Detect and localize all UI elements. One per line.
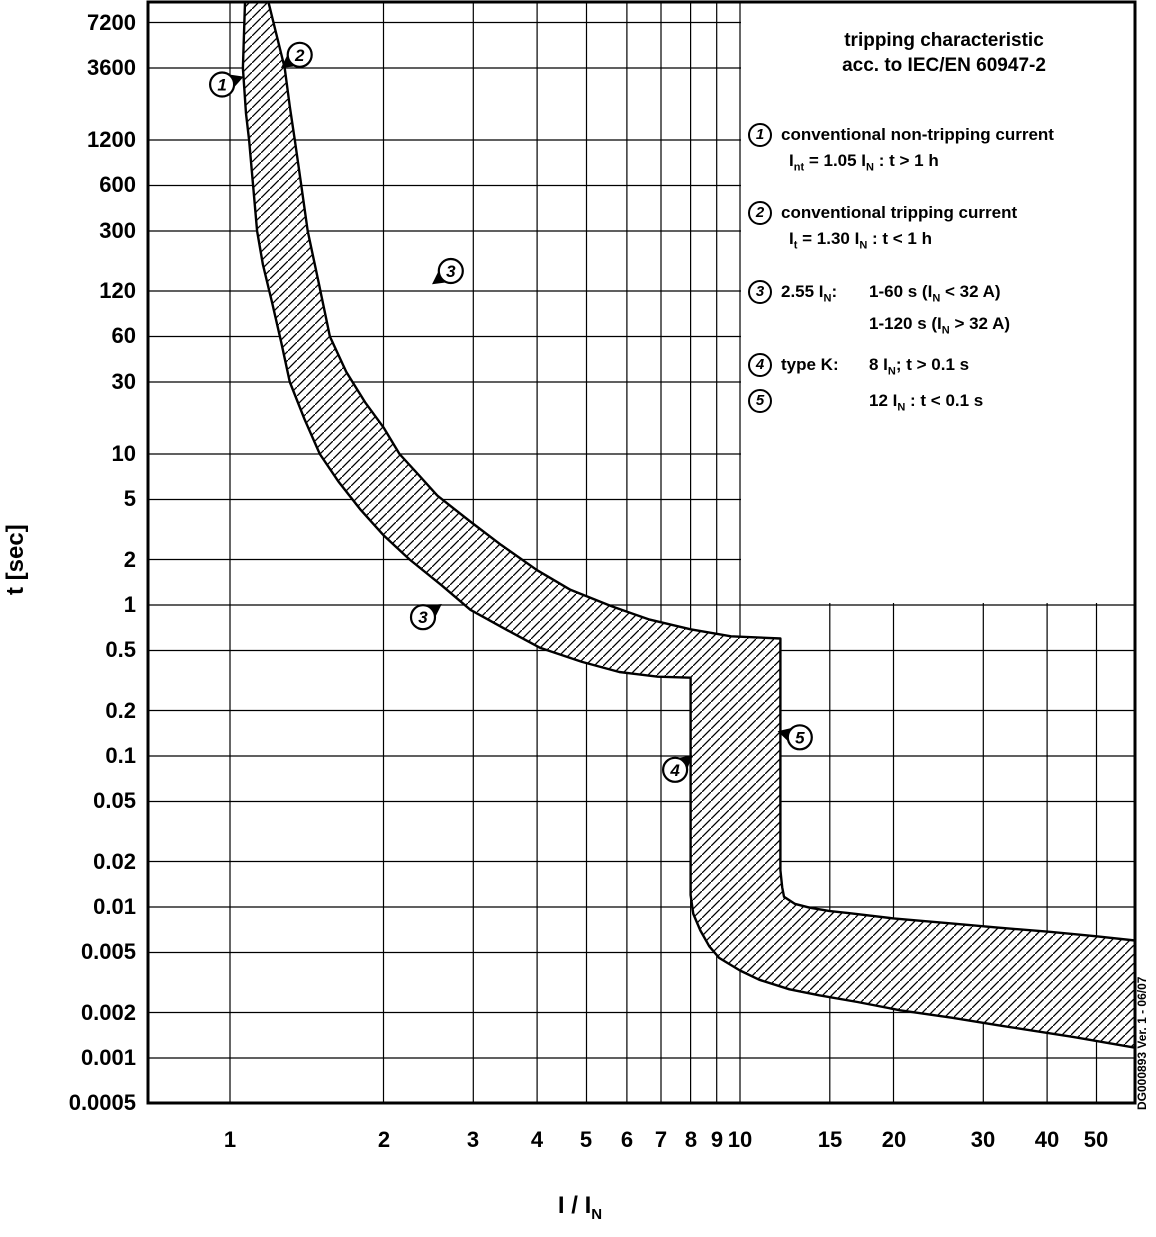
y-tick-label-60: 60 [111,323,136,348]
legend-number-5-icon: 5 [748,388,772,413]
x-tick-label-7: 7 [654,1127,668,1152]
x-tick-label-5: 5 [579,1127,593,1152]
x-tick-label-9: 9 [710,1127,724,1152]
x-tick-label-3: 3 [466,1127,480,1152]
x-axis-title: I / IN [557,1192,603,1223]
legend-number-3-icon: 3 [748,279,772,304]
y-tick-label-0.0005: 0.0005 [68,1090,136,1115]
x-tick-label-20: 20 [881,1127,907,1152]
y-tick-label-0.2: 0.2 [105,698,136,723]
y-tick-label-0.5: 0.5 [105,637,136,662]
legend-title-line2: acc. to IEC/EN 60947-2 [842,55,1046,76]
marker-3-icon-3: 3 [409,604,442,631]
y-tick-label-1200: 1200 [87,127,136,152]
x-tick-label-6: 6 [620,1127,634,1152]
legend-item-2-line1: conventional tripping current [781,203,1018,223]
legend-title: tripping characteristic acc. to IEC/EN 6… [748,28,1140,78]
y-tick-label-0.05: 0.05 [93,788,136,813]
y-tick-label-5: 5 [123,486,136,511]
legend-item-3-line1: 1-60 s (IN < 32 A) [869,281,1001,305]
legend-item-3: 3 2.55 IN: 1-60 s (IN < 32 A) 1-120 s (I… [748,279,1140,344]
marker-4-icon-4: 4 [661,755,693,783]
marker-1-icon-0: 1 [209,71,244,98]
x-tick-label-40: 40 [1034,1127,1060,1152]
legend-number-1-icon: 1 [748,123,772,147]
y-tick-label-300: 300 [99,218,136,243]
y-tick-label-0.01: 0.01 [93,894,136,919]
y-tick-label-0.001: 0.001 [80,1045,136,1070]
legend-number-2-icon: 2 [748,201,772,226]
y-tick-label-600: 600 [99,172,136,197]
legend-item-5: 5 12 IN : t < 0.1 s [748,388,1140,420]
svg-text:1: 1 [217,76,226,95]
svg-text:2: 2 [294,46,305,65]
legend: tripping characteristic acc. to IEC/EN 6… [748,28,1140,440]
legend-item-1: 1 conventional non-tripping current Int … [748,122,1140,180]
plot-border [146,0,1137,1105]
legend-item-3-line2: 1-120 s (IN > 32 A) [869,314,1011,337]
tripping-band [241,1,1137,1049]
y-tick-label-30: 30 [111,369,136,394]
marker-3-icon-2: 3 [432,257,464,285]
x-tick-label-15: 15 [817,1127,843,1152]
legend-item-5-line1: 12 IN : t < 0.1 s [869,390,984,414]
svg-text:4: 4 [669,761,680,780]
legend-item-3-label: 2.55 IN: [781,281,838,305]
y-tick-label-0.002: 0.002 [80,1000,136,1025]
y-tick-label-3600: 3600 [87,55,136,80]
y-axis-title: t [sec] [2,524,29,595]
legend-item-4: 4 type K: 8 IN; t > 0.1 s [748,352,1140,384]
y-tick-label-0.005: 0.005 [80,939,136,964]
x-tick-label-2: 2 [377,1127,391,1152]
svg-text:3: 3 [418,608,428,627]
x-tick-label-10: 10 [727,1127,753,1152]
legend-background [741,2,1134,603]
y-tick-label-120: 120 [99,278,136,303]
marker-2-icon-1: 2 [280,41,313,68]
x-tick-label-1: 1 [223,1127,237,1152]
x-tick-label-4: 4 [530,1127,544,1152]
y-tick-label-0.1: 0.1 [105,743,136,768]
legend-item-1-line1: conventional non-tripping current [781,125,1054,144]
x-tick-label-50: 50 [1083,1127,1109,1152]
y-tick-label-7200: 7200 [87,10,136,35]
legend-item-1-line2: Int = 1.05 IN : t > 1 h [789,151,939,174]
y-tick-label-0.02: 0.02 [93,849,136,874]
y-tick-label-2: 2 [123,547,136,572]
x-tick-label-8: 8 [684,1127,698,1152]
document-id: DG000893 Ver. 1 - 06/07 [1135,976,1149,1110]
y-tick-label-1: 1 [123,592,136,617]
x-tick-label-30: 30 [970,1127,996,1152]
svg-text:5: 5 [795,728,805,747]
y-tick-label-10: 10 [111,441,136,466]
legend-item-2-line2: It = 1.30 IN : t < 1 h [789,229,932,252]
svg-text:3: 3 [446,262,456,281]
legend-number-4-icon: 4 [748,352,772,377]
legend-item-4-line1: 8 IN; t > 0.1 s [869,354,970,377]
legend-title-line1: tripping characteristic [844,30,1044,51]
legend-item-2: 2 conventional tripping current It = 1.3… [748,200,1140,258]
legend-item-4-label: type K: [781,354,839,374]
marker-5-icon-5: 5 [777,724,813,751]
